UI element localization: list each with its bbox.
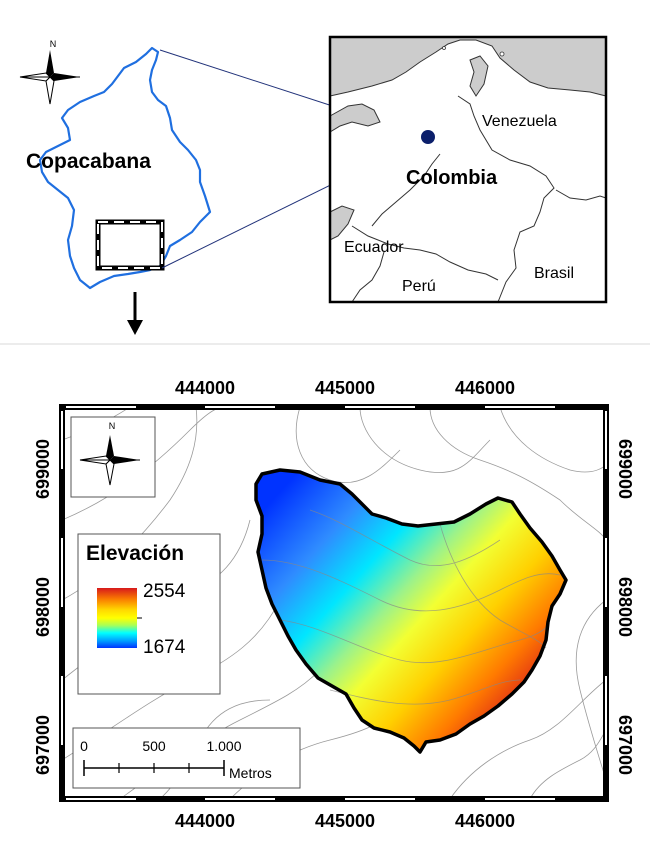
scale-label-0: 0 <box>80 738 88 754</box>
y-tick-left-3: 697000 <box>33 715 53 775</box>
municipality-outline <box>38 46 212 290</box>
north-arrow-icon <box>79 435 140 486</box>
watershed-elevation-surface <box>256 470 566 752</box>
country-label-peru: Perú <box>402 278 436 295</box>
scale-bar: 0 500 1.000 Metros <box>72 727 301 789</box>
municipality-label: Copacabana <box>26 150 151 173</box>
y-tick-right-2: 698000 <box>615 577 635 637</box>
elevation-panel: 444000 445000 446000 444000 445000 44600… <box>33 378 635 831</box>
north-arrow-icon <box>19 50 80 105</box>
x-tick-top-1: 444000 <box>175 378 235 398</box>
north-arrow-box: N <box>70 416 156 498</box>
location-panel: N Copacabana <box>19 35 608 335</box>
map-frame <box>59 404 609 802</box>
legend-color-ramp <box>97 588 137 648</box>
watershed-outline <box>254 468 568 754</box>
x-tick-top-3: 446000 <box>455 378 515 398</box>
x-tick-bottom-1: 444000 <box>175 811 235 831</box>
y-tick-left-2: 698000 <box>33 577 53 637</box>
location-dot <box>421 130 435 144</box>
x-tick-bottom-2: 445000 <box>315 811 375 831</box>
scale-label-1000: 1.000 <box>206 738 241 754</box>
country-label-brasil: Brasil <box>534 265 574 282</box>
y-tick-right-1: 699000 <box>615 439 635 499</box>
study-area-box <box>95 219 165 271</box>
country-label-ecuador: Ecuador <box>344 239 404 256</box>
legend-title: Elevación <box>86 542 184 565</box>
y-tick-left-1: 699000 <box>33 439 53 499</box>
y-tick-right-3: 697000 <box>615 715 635 775</box>
scale-unit: Metros <box>229 765 272 781</box>
elevation-legend: Elevación 2554 1674 <box>77 533 221 695</box>
x-tick-top-2: 445000 <box>315 378 375 398</box>
country-label-colombia: Colombia <box>406 167 498 189</box>
country-label-venezuela: Venezuela <box>482 113 557 130</box>
arrow-down-icon <box>127 292 143 335</box>
legend-max: 2554 <box>143 581 186 602</box>
inset-map: Venezuela Colombia Ecuador Perú Brasil <box>328 35 608 304</box>
x-tick-bottom-3: 446000 <box>455 811 515 831</box>
north-label: N <box>50 39 57 49</box>
scale-label-500: 500 <box>142 738 166 754</box>
north-label-map: N <box>109 421 116 431</box>
legend-min: 1674 <box>143 637 186 658</box>
